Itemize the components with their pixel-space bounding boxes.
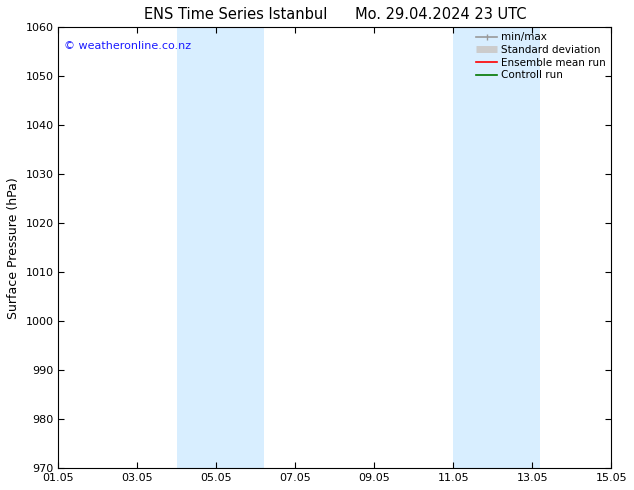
Text: © weatheronline.co.nz: © weatheronline.co.nz bbox=[64, 41, 191, 50]
Title: ENS Time Series Istanbul      Mo. 29.04.2024 23 UTC: ENS Time Series Istanbul Mo. 29.04.2024 … bbox=[144, 7, 526, 22]
Bar bbox=[177, 27, 264, 468]
Bar bbox=[453, 27, 540, 468]
Legend: min/max, Standard deviation, Ensemble mean run, Controll run: min/max, Standard deviation, Ensemble me… bbox=[474, 30, 608, 82]
Y-axis label: Surface Pressure (hPa): Surface Pressure (hPa) bbox=[7, 177, 20, 318]
